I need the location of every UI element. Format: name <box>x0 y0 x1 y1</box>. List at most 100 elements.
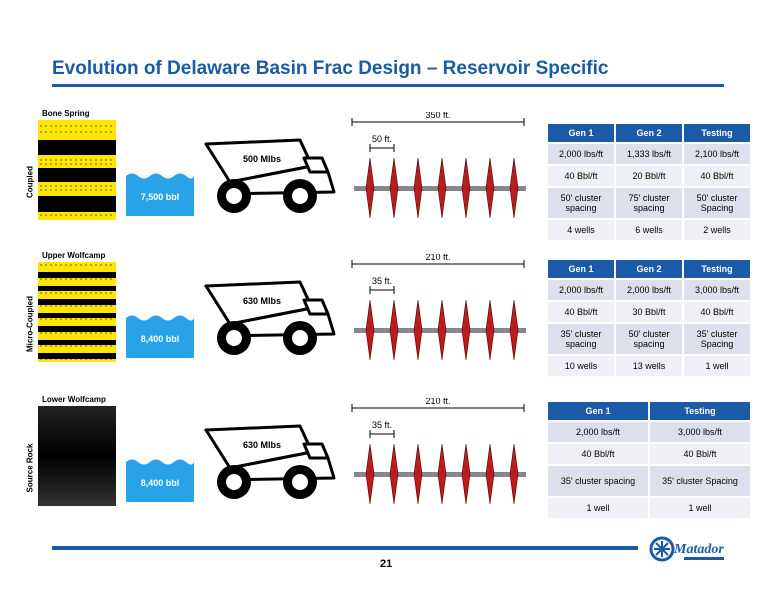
cluster-spacing-label: 35 ft. <box>372 420 392 430</box>
core-shale-band <box>38 168 116 182</box>
frac-stage <box>461 299 471 361</box>
frac-stage <box>509 157 519 219</box>
frac-stage <box>461 443 471 505</box>
core-sample <box>38 406 116 506</box>
frac-stage <box>413 299 423 361</box>
water-tank-fill <box>126 315 194 358</box>
table-cell: 3,000 lbs/ft <box>650 422 750 442</box>
frac-stage <box>509 299 519 361</box>
table-header-cell: Gen 2 <box>616 260 682 278</box>
page-title: Evolution of Delaware Basin Frac Design … <box>52 58 609 79</box>
frac-stage <box>365 157 375 219</box>
proppant-label: 630 Mlbs <box>243 440 281 450</box>
formation-label: Lower Wolfcamp <box>42 395 106 404</box>
cluster-spacing-label: 35 ft. <box>372 276 392 286</box>
table-row: 1 well 1 well <box>548 498 750 518</box>
core-shale-band <box>38 313 116 318</box>
table-header-cell: Testing <box>684 260 750 278</box>
table-header-cell: Gen 1 <box>548 402 648 420</box>
table-cell: 40 Bbl/ft <box>684 166 750 186</box>
reservoir-type-label: Coupled <box>25 166 35 198</box>
frac-stage <box>413 443 423 505</box>
frac-design-row: Micro-Coupled Upper Wolfcamp 8,400 bbl 630 … <box>0 251 776 394</box>
frac-stage <box>437 157 447 219</box>
core-shale-band <box>38 326 116 332</box>
table-header-cell: Testing <box>650 402 750 420</box>
total-spacing-label: 210 ft. <box>425 398 450 406</box>
table-cell: 20 Bbl/ft <box>616 166 682 186</box>
table-row: 40 Bbl/ft 20 Bbl/ft 40 Bbl/ft <box>548 166 750 186</box>
table-cell: 1 well <box>548 498 648 518</box>
water-volume-label: 8,400 bbl <box>141 334 180 344</box>
design-generation-table: Gen 1 Gen 2 Testing 2,000 lbs/ft 1,333 lbs/f… <box>546 122 752 242</box>
table-cell: 1,333 lbs/ft <box>616 144 682 164</box>
table-cell: 2 wells <box>684 220 750 240</box>
table-header-cell: Gen 1 <box>548 124 614 142</box>
frac-stage <box>437 443 447 505</box>
table-row: 35' cluster spacing 35' cluster Spacing <box>548 466 750 496</box>
table-cell: 50' cluster spacing <box>616 324 682 354</box>
frac-stage <box>485 157 495 219</box>
frac-stage-diagram: 210 ft. 35 ft. <box>351 398 526 505</box>
truck-cab <box>302 156 330 174</box>
frac-stage <box>437 299 447 361</box>
core-sample <box>38 120 116 220</box>
water-volume-label: 8,400 bbl <box>141 478 180 488</box>
table-cell: 2,100 lbs/ft <box>684 144 750 164</box>
total-spacing-label: 210 ft. <box>425 254 450 262</box>
frac-stage <box>389 157 399 219</box>
page-number: 21 <box>380 558 393 570</box>
table-cell: 4 wells <box>548 220 614 240</box>
table-cell: 35' cluster spacing <box>548 466 648 496</box>
proppant-truck: 630 Mlbs <box>204 280 336 355</box>
core-shale-band <box>38 286 116 291</box>
core-shale-band <box>38 272 116 278</box>
frac-stage-diagram: 350 ft. 50 ft. <box>351 112 526 219</box>
frac-stage <box>389 299 399 361</box>
frac-stage <box>365 299 375 361</box>
water-tank: 8,400 bbl <box>126 459 194 502</box>
reservoir-type-label: Micro-Coupled <box>25 296 35 352</box>
water-tank-fill <box>126 173 194 216</box>
table-cell: 35' cluster spacing <box>548 324 614 354</box>
frac-design-row: Coupled Bone Spring 7,500 bbl 500 Mlbs 350 f… <box>0 109 776 252</box>
table-header-cell: Testing <box>684 124 750 142</box>
core-shale-band <box>38 353 116 359</box>
table-header-cell: Gen 1 <box>548 260 614 278</box>
frac-stage <box>509 443 519 505</box>
core-shale-band <box>38 340 116 345</box>
table-cell: 2,000 lbs/ft <box>616 280 682 300</box>
table-row: 2,000 lbs/ft 1,333 lbs/ft 2,100 lbs/ft <box>548 144 750 164</box>
table-cell: 40 Bbl/ft <box>650 444 750 464</box>
water-volume-label: 7,500 bbl <box>141 192 180 202</box>
truck-cab <box>302 298 330 316</box>
reservoir-type-label: Source Rock <box>25 443 35 493</box>
table-cell: 50' cluster spacing <box>548 188 614 218</box>
table-cell: 6 wells <box>616 220 682 240</box>
table-cell: 1 well <box>684 356 750 376</box>
truck-hub <box>226 188 242 204</box>
core-shale-band <box>38 299 116 305</box>
table-row: 2,000 lbs/ft 3,000 lbs/ft <box>548 422 750 442</box>
table-cell: 2,000 lbs/ft <box>548 280 614 300</box>
truck-cab <box>302 442 330 460</box>
formation-label: Bone Spring <box>42 109 90 118</box>
design-generation-table: Gen 1 Gen 2 Testing 2,000 lbs/ft 2,000 lbs/f… <box>546 258 752 378</box>
table-row: 35' cluster spacing 50' cluster spacing 35… <box>548 324 750 354</box>
frac-stage <box>485 299 495 361</box>
frac-design-row: Source Rock Lower Wolfcamp 8,400 bbl 630 Ml… <box>0 395 776 538</box>
table-cell: 3,000 lbs/ft <box>684 280 750 300</box>
frac-stage-diagram: 210 ft. 35 ft. <box>351 254 526 361</box>
table-cell: 40 Bbl/ft <box>548 166 614 186</box>
table-cell: 35' cluster Spacing <box>684 324 750 354</box>
total-spacing-label: 350 ft. <box>425 112 450 120</box>
design-generation-table: Gen 1 Testing 2,000 lbs/ft 3,000 lbs/ft 40 B… <box>546 400 752 520</box>
table-row: 10 wells 13 wells 1 well <box>548 356 750 376</box>
frac-stage <box>389 443 399 505</box>
table-row: 40 Bbl/ft 30 Bbl/ft 40 Bbl/ft <box>548 302 750 322</box>
footer-divider <box>52 546 638 550</box>
table-cell: 50' cluster Spacing <box>684 188 750 218</box>
truck-hub <box>292 474 308 490</box>
table-row: 50' cluster spacing 75' cluster spacing 50… <box>548 188 750 218</box>
proppant-truck: 630 Mlbs <box>204 424 336 499</box>
